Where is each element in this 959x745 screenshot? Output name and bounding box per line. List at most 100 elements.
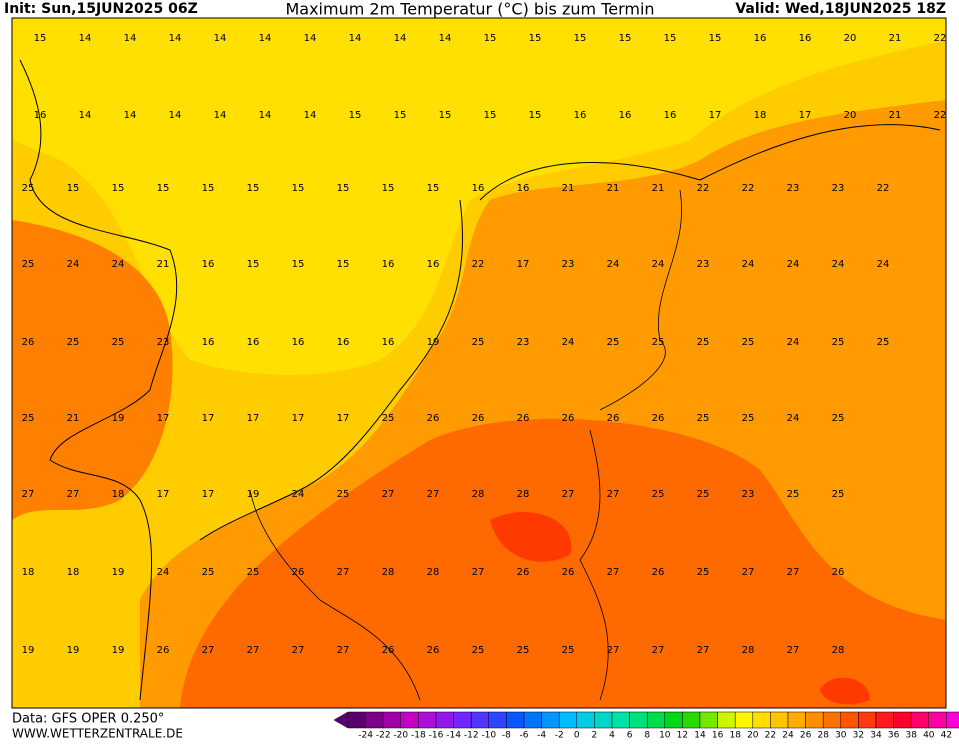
colorbar-swatch xyxy=(558,711,578,729)
colorbar-label: -8 xyxy=(502,731,511,741)
temperature-value: 23 xyxy=(562,259,575,270)
temperature-value: 26 xyxy=(652,567,665,578)
temperature-value: 27 xyxy=(607,645,620,656)
colorbar-label: -12 xyxy=(464,731,479,741)
temperature-value: 24 xyxy=(742,259,755,270)
site: WWW.WETTERZENTRALE.DE xyxy=(12,727,183,741)
temperature-value: 22 xyxy=(934,33,947,44)
colorbar-label: 22 xyxy=(765,731,776,741)
temperature-value: 15 xyxy=(529,110,542,121)
temperature-value: 14 xyxy=(439,33,452,44)
temperature-value: 27 xyxy=(67,489,80,500)
temperature-value: 25 xyxy=(832,489,845,500)
temperature-value: 25 xyxy=(202,567,215,578)
colorbar-label: -22 xyxy=(376,731,391,741)
temperature-value: 17 xyxy=(202,489,215,500)
temperature-value: 27 xyxy=(247,645,260,656)
temperature-value: 27 xyxy=(427,489,440,500)
temperature-value: 28 xyxy=(742,645,755,656)
temperature-value: 27 xyxy=(697,645,710,656)
temperature-value: 16 xyxy=(202,337,215,348)
colorbar-label: 26 xyxy=(800,731,812,741)
temperature-value: 26 xyxy=(382,645,395,656)
colorbar-label: -24 xyxy=(358,731,373,741)
temperature-value: 16 xyxy=(382,337,395,348)
temperature-value: 27 xyxy=(292,645,305,656)
temperature-value: 24 xyxy=(607,259,620,270)
colorbar-swatch xyxy=(523,711,542,729)
temperature-value: 18 xyxy=(754,110,767,121)
temperature-value: 14 xyxy=(304,33,317,44)
colorbar-swatch xyxy=(488,711,507,729)
temperature-value: 14 xyxy=(394,33,407,44)
colorbar-swatch xyxy=(541,711,560,729)
temperature-value: 24 xyxy=(787,413,800,424)
temperature-value: 23 xyxy=(742,489,755,500)
temperature-value: 15 xyxy=(247,183,260,194)
temperature-value: 25 xyxy=(832,413,845,424)
colorbar-label: -6 xyxy=(520,731,529,741)
temperature-value: 25 xyxy=(697,413,710,424)
temperature-value: 24 xyxy=(787,337,800,348)
colorbar-label: 0 xyxy=(574,731,580,741)
temperature-value: 24 xyxy=(652,259,665,270)
colorbar-label: -16 xyxy=(429,731,444,741)
colorbar-swatch xyxy=(822,711,842,729)
colorbar-label: -2 xyxy=(555,731,564,741)
hot-spot xyxy=(490,512,870,705)
temperature-value: 15 xyxy=(484,33,497,44)
temperature-value: 28 xyxy=(472,489,485,500)
temperature-value: 27 xyxy=(742,567,755,578)
border xyxy=(249,189,682,701)
temperature-value: 25 xyxy=(652,337,665,348)
temperature-value: 16 xyxy=(292,337,305,348)
colorbar-label: -18 xyxy=(411,731,426,741)
colorbar-label: 36 xyxy=(888,731,900,741)
temperature-value: 24 xyxy=(562,337,575,348)
temperature-value: 26 xyxy=(652,413,665,424)
colorbar-swatch xyxy=(400,711,419,729)
temperature-value: 25 xyxy=(22,183,35,194)
temperature-value: 26 xyxy=(832,567,845,578)
colorbar-label: 2 xyxy=(592,731,598,741)
temperature-value: 25 xyxy=(67,337,80,348)
colorbar-label: 6 xyxy=(627,731,633,741)
temperature-value: 25 xyxy=(697,567,710,578)
colorbar-swatch xyxy=(699,711,718,729)
temperature-value: 26 xyxy=(292,567,305,578)
temperature-value: 25 xyxy=(697,337,710,348)
temperature-value: 19 xyxy=(112,413,125,424)
temperature-value: 27 xyxy=(607,489,620,500)
colorbar-label: 20 xyxy=(747,731,759,741)
temperature-value: 21 xyxy=(67,413,80,424)
temperature-value: 26 xyxy=(517,567,530,578)
temperature-value: 16 xyxy=(34,110,47,121)
temperature-value: 25 xyxy=(697,489,710,500)
temperature-value: 25 xyxy=(742,413,755,424)
temperature-value: 15 xyxy=(529,33,542,44)
init-time: Init: Sun,15JUN2025 06Z xyxy=(4,1,198,17)
colorbar-swatch xyxy=(717,711,736,729)
temperature-value: 28 xyxy=(382,567,395,578)
temperature-value: 19 xyxy=(22,645,35,656)
colorbar-swatch xyxy=(805,711,824,729)
colorbar-swatch xyxy=(946,711,959,729)
temperature-value: 22 xyxy=(472,259,485,270)
temperature-value: 27 xyxy=(22,489,35,500)
temperature-value: 24 xyxy=(157,567,170,578)
temperature-value: 19 xyxy=(247,489,260,500)
temperature-value: 15 xyxy=(202,183,215,194)
temperature-value: 14 xyxy=(214,110,227,121)
colorbar-label: 10 xyxy=(659,731,671,741)
temperature-value: 25 xyxy=(337,489,350,500)
temperature-value: 26 xyxy=(427,645,440,656)
temperature-value: 25 xyxy=(877,337,890,348)
temperature-value: 16 xyxy=(619,110,632,121)
colorbar-swatch xyxy=(664,711,683,729)
temperature-value: 25 xyxy=(22,259,35,270)
temperature-value: 14 xyxy=(169,110,182,121)
temperature-value: 25 xyxy=(382,413,395,424)
temperature-value: 27 xyxy=(382,489,395,500)
cool-sea-region xyxy=(12,18,946,375)
temperature-value: 21 xyxy=(889,33,902,44)
